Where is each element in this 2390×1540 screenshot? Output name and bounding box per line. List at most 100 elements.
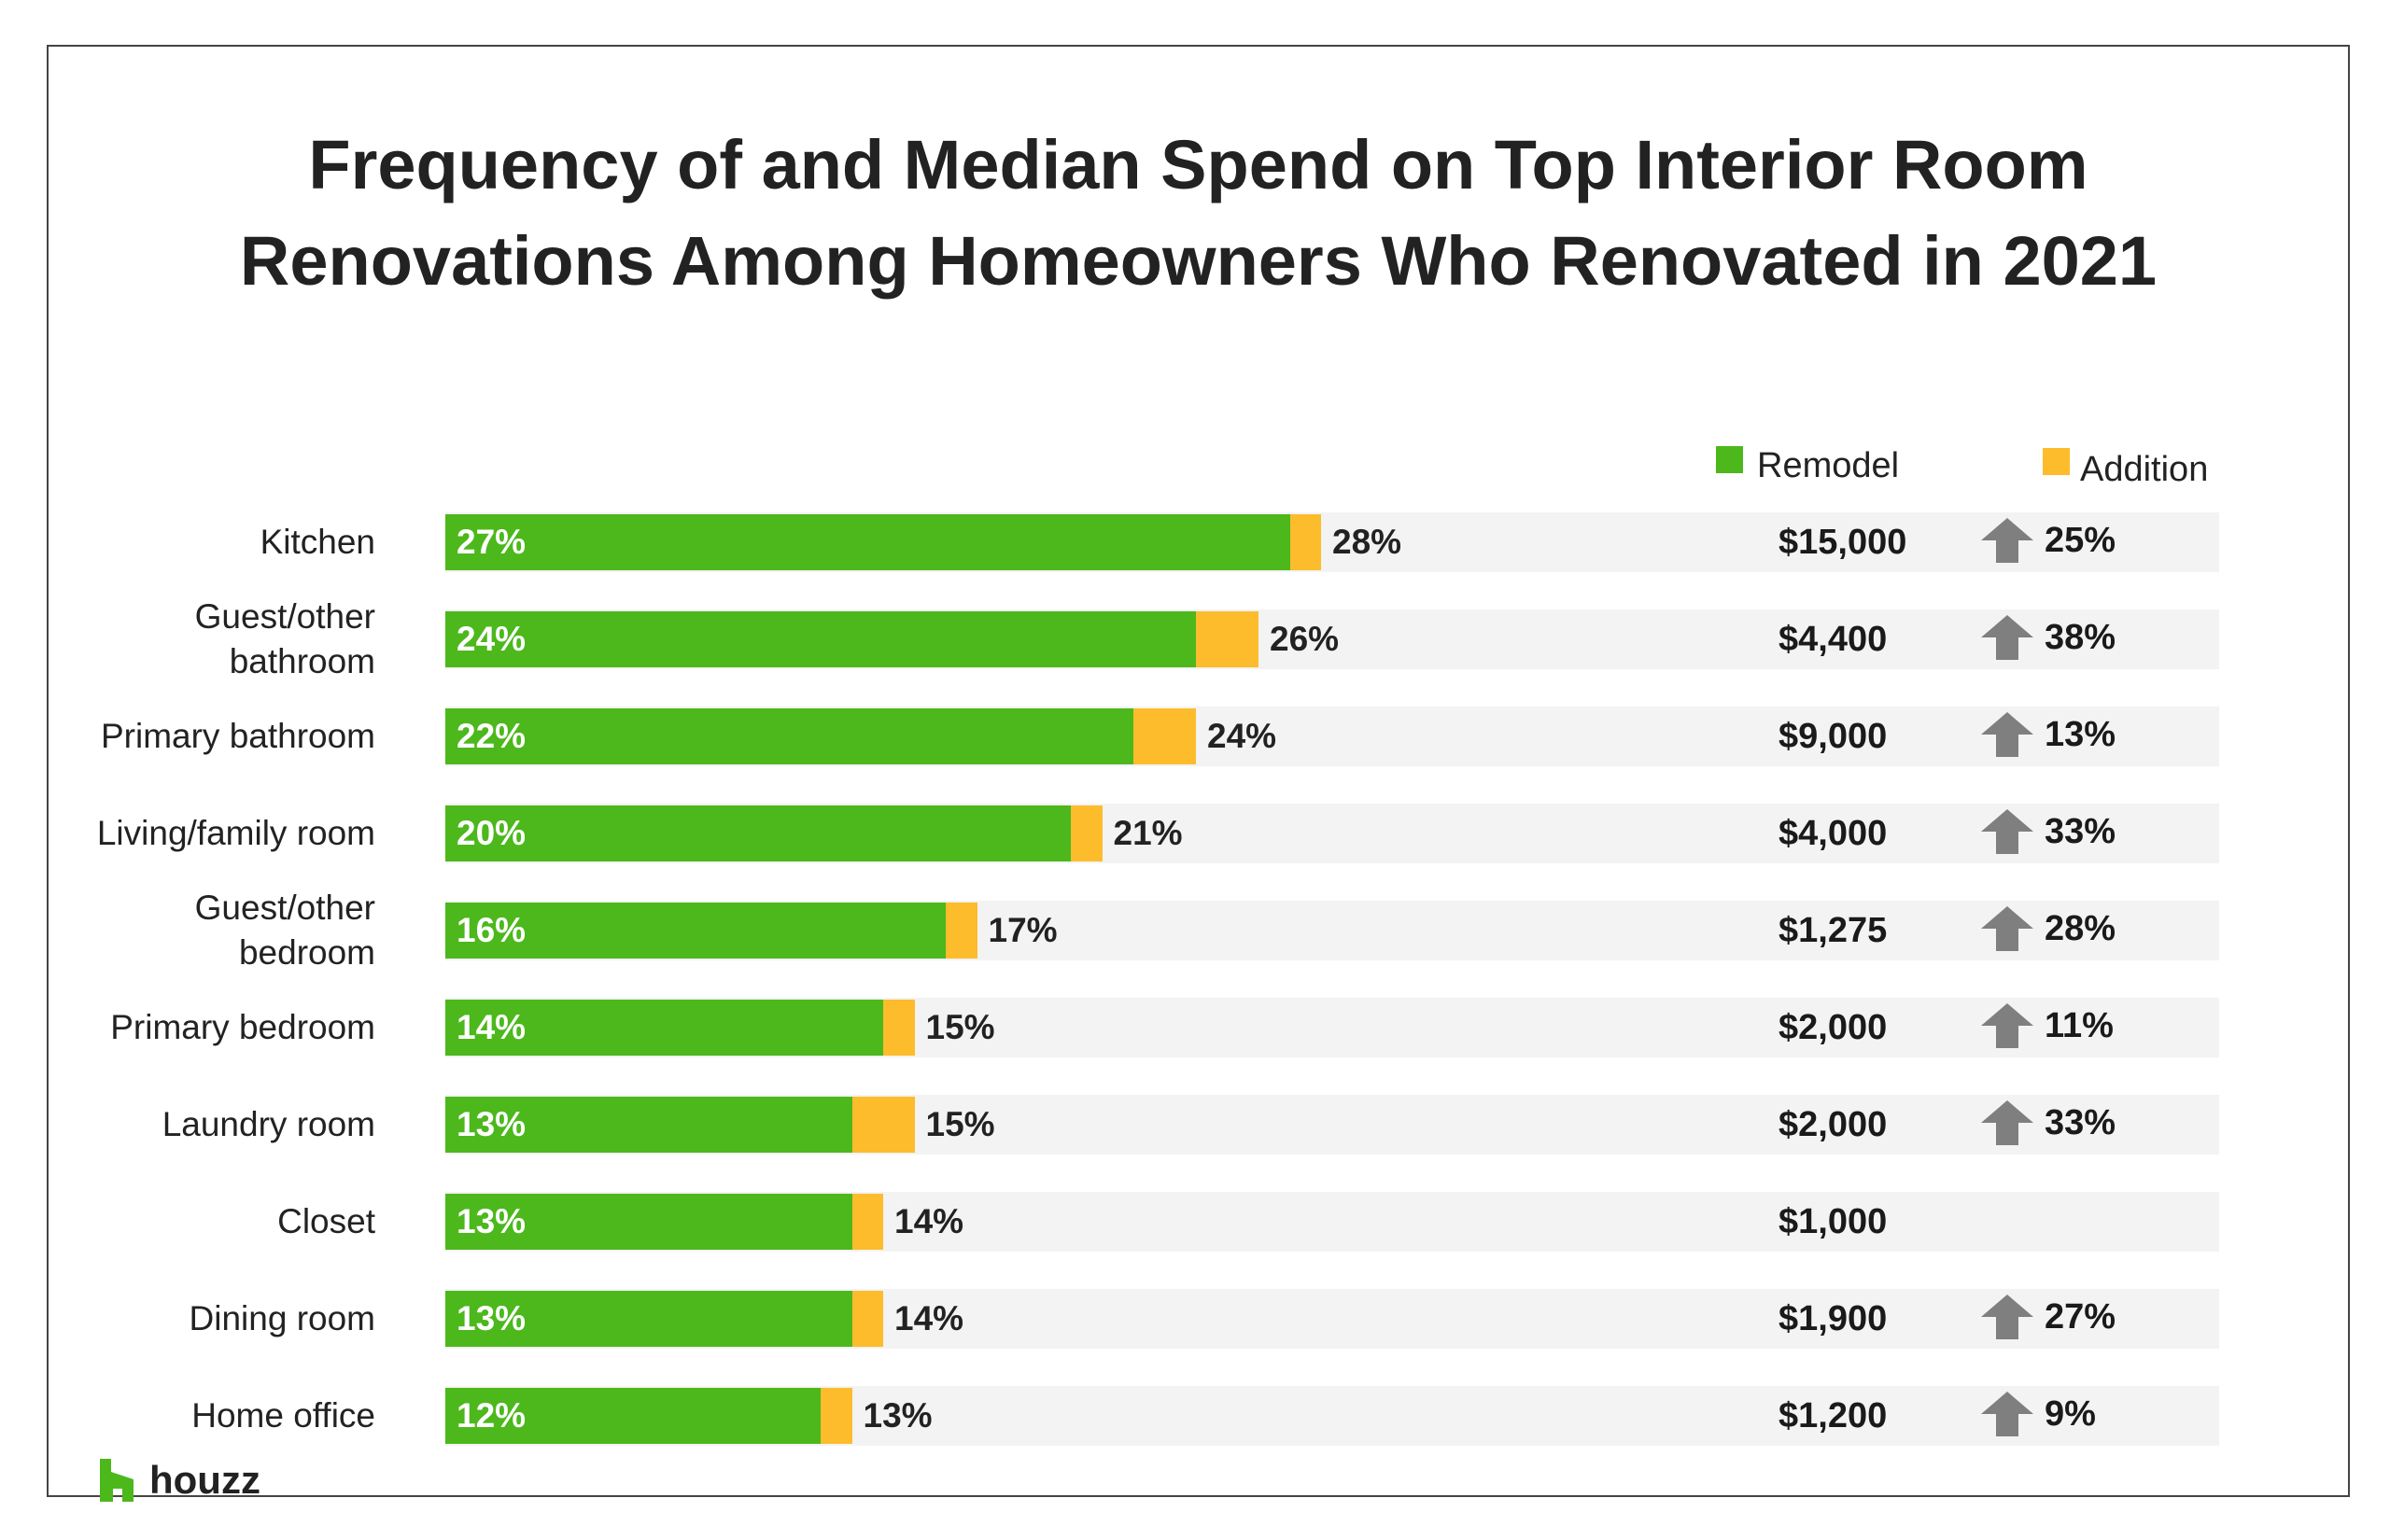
bar-label-total: 21% [1113,814,1183,852]
up-arrow-icon [1981,1295,2033,1339]
up-arrow-icon [1981,1003,2033,1048]
bar-remodel [445,1000,883,1056]
bar-addition [821,1388,852,1444]
up-arrow-icon [1981,906,2033,951]
bar-remodel [445,1097,852,1153]
category-label-line: Primary bedroom [110,1008,375,1046]
category-label-line: Living/family room [96,814,375,852]
median-spend: $2,000 [1778,1105,1888,1144]
bar-remodel [445,805,1071,861]
bar-label-remodel: 13% [457,1105,527,1143]
bar-label-total: 14% [894,1299,964,1337]
up-arrow-icon [1981,1392,2033,1436]
category-label: Laundry room [37,1102,375,1147]
houzz-logo-text: houzz [149,1458,260,1502]
chart-title: Frequency of and Median Spend on Top Int… [47,117,2350,309]
bar-label-total: 15% [925,1105,995,1143]
median-spend: $1,900 [1778,1299,1888,1338]
bar-label-remodel: 13% [457,1299,527,1337]
bar-label-remodel: 12% [457,1396,527,1435]
bar-remodel [445,1194,852,1250]
bar-label-total: 14% [894,1202,964,1240]
bar-label-remodel: 24% [457,620,527,658]
bar-label-total: 24% [1207,717,1277,755]
bar-addition [851,1194,883,1250]
bar-label-total: 28% [1332,523,1402,561]
chart-title-line-2: Renovations Among Homeowners Who Renovat… [239,222,2158,300]
category-label-line: Primary bathroom [100,717,375,755]
bar-remodel [445,708,1133,764]
spend-change: 25% [2045,521,2116,560]
spend-change: 28% [2045,909,2116,948]
spend-change: 33% [2045,1103,2116,1142]
category-label-line: Guest/other [194,889,375,927]
legend-swatch-addition [2043,448,2070,475]
bar-label-remodel: 16% [457,911,527,949]
spend-change: 13% [2045,715,2116,754]
bar-remodel [445,611,1196,667]
up-arrow-icon [1981,615,2033,660]
chart-title-line-1: Frequency of and Median Spend on Top Int… [308,126,2088,203]
bar-remodel [445,514,1290,570]
bar-addition [1289,514,1321,570]
category-label: Guest/other bathroom [37,595,375,684]
bar-remodel [445,1291,852,1347]
median-spend: $9,000 [1778,717,1888,756]
bar-addition [1133,708,1196,764]
bar-label-total: 17% [988,911,1058,949]
bar-label-remodel: 22% [457,717,527,755]
median-spend: $1,000 [1778,1202,1888,1241]
up-arrow-icon [1981,1100,2033,1145]
category-label: Home office [37,1393,375,1438]
category-label-line: Laundry room [162,1105,375,1143]
category-label-line: Home office [191,1396,375,1435]
category-label-line: Kitchen [260,523,375,561]
category-label: Primary bathroom [37,714,375,759]
category-label: Guest/other bedroom [37,886,375,975]
bar-addition [851,1097,915,1153]
category-label-line: Guest/other [194,597,375,636]
category-label-line: Dining room [189,1299,375,1337]
bar-label-total: 15% [925,1008,995,1046]
spend-change: 38% [2045,618,2116,657]
bar-remodel [445,903,946,959]
category-label-line: bathroom [229,642,375,680]
bar-addition [1196,611,1258,667]
median-spend: $4,400 [1778,620,1888,659]
legend-label-addition: Addition [2080,450,2209,489]
bar-label-remodel: 27% [457,523,527,561]
median-spend: $2,000 [1778,1008,1888,1047]
bar-addition [1071,805,1103,861]
houzz-logo-icon [100,1459,134,1502]
median-spend: $1,275 [1778,911,1888,950]
category-label: Primary bedroom [37,1005,375,1050]
bar-addition [851,1291,883,1347]
spend-change: 33% [2045,812,2116,851]
median-spend: $4,000 [1778,814,1888,853]
bar-label-remodel: 13% [457,1202,527,1240]
bar-remodel [445,1388,821,1444]
category-label-line: bedroom [238,933,375,972]
chart-frame [47,45,2350,1497]
bar-label-remodel: 20% [457,814,527,852]
category-label: Closet [37,1199,375,1244]
spend-change: 27% [2045,1297,2116,1337]
bar-label-total: 26% [1270,620,1340,658]
bar-label-remodel: 14% [457,1008,527,1046]
category-label: Living/family room [37,811,375,856]
bar-addition [883,1000,915,1056]
category-label: Kitchen [37,520,375,565]
up-arrow-icon [1981,712,2033,757]
legend-label-remodel: Remodel [1757,446,1900,485]
legend-swatch-remodel [1716,446,1743,473]
up-arrow-icon [1981,518,2033,563]
median-spend: $15,000 [1778,523,1907,562]
spend-change: 9% [2045,1394,2096,1434]
category-label-line: Closet [277,1202,375,1240]
spend-change: 11% [2045,1006,2114,1045]
bar-label-total: 13% [863,1396,933,1435]
up-arrow-icon [1981,809,2033,854]
median-spend: $1,200 [1778,1396,1888,1435]
bar-addition [946,903,977,959]
category-label: Dining room [37,1296,375,1341]
